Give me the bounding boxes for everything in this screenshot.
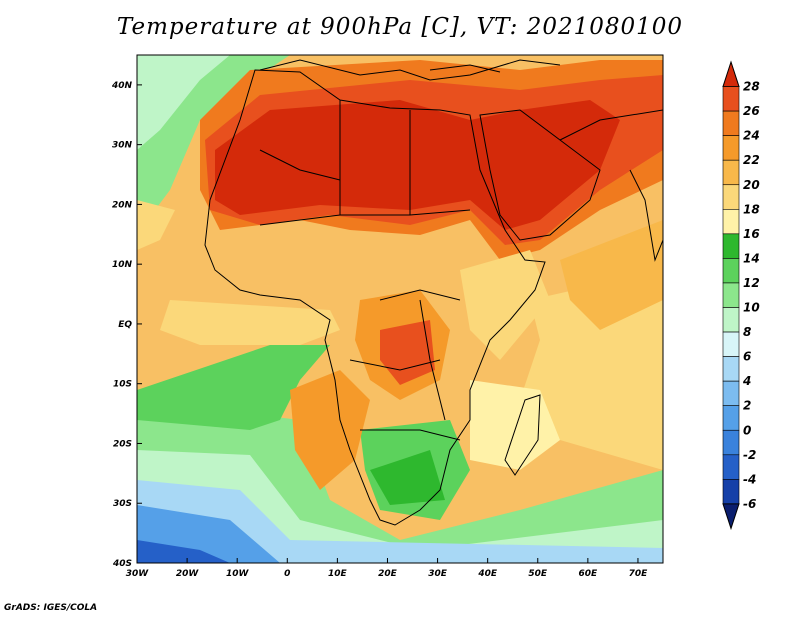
longitude-label: 30E bbox=[428, 569, 448, 579]
longitude-label: 30W bbox=[126, 569, 150, 579]
colorbar-label: 6 bbox=[743, 350, 751, 364]
latitude-label: 40S bbox=[112, 559, 132, 569]
colorbar-label: 16 bbox=[743, 227, 760, 241]
map-frame bbox=[136, 54, 664, 564]
map-title: Temperature at 900hPa [C], VT: 202108010… bbox=[116, 14, 684, 40]
longitude-label: 0 bbox=[284, 569, 290, 579]
colorbar-label: 20 bbox=[743, 178, 760, 192]
longitude-label: 60E bbox=[579, 569, 599, 579]
colorbar-segment bbox=[722, 307, 740, 333]
colorbar-segment bbox=[722, 380, 740, 406]
colorbar-label: 0 bbox=[743, 423, 751, 437]
longitude-label: 40E bbox=[477, 569, 498, 579]
grads-credit: GrADS: IGES/COLA bbox=[4, 603, 98, 613]
longitude-label: 70E bbox=[629, 569, 649, 579]
longitude-label: 20W bbox=[176, 569, 200, 579]
colorbar-segment bbox=[722, 258, 740, 284]
longitude-labels: 30W 20W 10W 0 10E 20E 30E 40E 50E 60E 70E bbox=[126, 569, 648, 579]
colorbar-label: -4 bbox=[743, 472, 756, 486]
colorbar-label: 14 bbox=[743, 251, 760, 265]
latitude-labels: 40N 30N 20N 10N EQ 10S 20S 30S 40S bbox=[111, 81, 133, 569]
colorbar-segment bbox=[722, 184, 740, 210]
temperature-field bbox=[137, 55, 663, 563]
longitude-label: 50E bbox=[528, 569, 548, 579]
colorbar-label: 24 bbox=[743, 129, 760, 143]
colorbar-segment bbox=[722, 282, 740, 308]
latitude-label: 30S bbox=[113, 499, 132, 509]
colorbar-segment bbox=[722, 135, 740, 161]
colorbar-segment bbox=[722, 331, 740, 357]
colorbar-label: 10 bbox=[743, 301, 760, 315]
latitude-label: 20S bbox=[113, 439, 132, 449]
longitude-label: 10E bbox=[328, 569, 348, 579]
colorbar-segment bbox=[722, 159, 740, 186]
colorbar-label: 8 bbox=[743, 325, 751, 339]
colorbar-segment bbox=[722, 405, 740, 431]
latitude-label: 30N bbox=[112, 141, 133, 151]
coastlines bbox=[204, 59, 663, 526]
colorbar-label: 26 bbox=[743, 104, 760, 118]
colorbar-top-triangle bbox=[722, 60, 740, 88]
colorbar-segment bbox=[722, 233, 740, 259]
colorbar-segment bbox=[722, 356, 740, 382]
latitude-label: 40N bbox=[111, 81, 133, 91]
colorbar-segment bbox=[722, 110, 740, 136]
colorbar-label: -6 bbox=[743, 497, 756, 511]
colorbar-segment bbox=[722, 454, 740, 480]
colorbar-segment bbox=[722, 209, 740, 235]
latitude-label: 10N bbox=[112, 260, 133, 270]
colorbar-label: 28 bbox=[743, 80, 760, 94]
colorbar-label: -2 bbox=[743, 448, 756, 462]
colorbar-segment bbox=[722, 429, 740, 456]
colorbar-segment bbox=[722, 479, 740, 505]
longitude-label: 20E bbox=[378, 569, 398, 579]
colorbar-label: 12 bbox=[743, 276, 760, 290]
axis-ticks bbox=[136, 84, 639, 564]
colorbar-bottom-triangle bbox=[722, 503, 740, 531]
colorbar-label: 22 bbox=[743, 153, 760, 167]
colorbar-label: 18 bbox=[743, 202, 760, 216]
colorbar-label: 2 bbox=[743, 399, 751, 413]
colorbar-label: 4 bbox=[742, 374, 751, 388]
latitude-label: 20N bbox=[112, 200, 133, 210]
longitude-label: 10W bbox=[226, 569, 250, 579]
latitude-label: 10S bbox=[113, 380, 132, 390]
colorbar-segment bbox=[722, 86, 740, 112]
latitude-label: EQ bbox=[118, 320, 132, 330]
